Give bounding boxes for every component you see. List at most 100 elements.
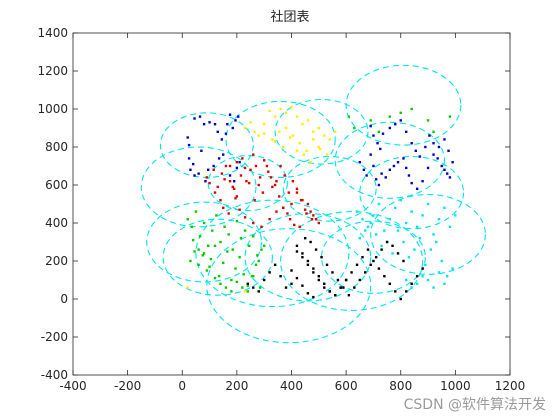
point-3-39 <box>202 252 206 255</box>
point-3-56 <box>399 111 402 114</box>
point-0-73 <box>447 149 450 152</box>
point-0-43 <box>428 134 431 137</box>
point-0-59 <box>384 176 387 179</box>
community-circle-14 <box>244 212 372 302</box>
point-1-17 <box>271 185 274 189</box>
point-3-19 <box>189 259 192 263</box>
point-3-42 <box>219 282 222 285</box>
point-0-6 <box>220 138 224 141</box>
point-0-58 <box>380 172 383 175</box>
point-2-35 <box>186 286 189 289</box>
point-5-63 <box>295 276 299 280</box>
point-4-38 <box>410 286 413 289</box>
point-3-34 <box>250 275 254 278</box>
point-4-39 <box>415 282 419 285</box>
point-1-56 <box>234 197 237 200</box>
point-3-4 <box>202 221 206 225</box>
point-5-9 <box>295 250 299 253</box>
point-5-1 <box>252 286 255 289</box>
point-5-22 <box>312 267 315 270</box>
point-1-21 <box>287 191 290 194</box>
point-5-66 <box>312 295 315 299</box>
point-5-46 <box>320 256 323 259</box>
point-3-50 <box>262 244 266 247</box>
point-5-54 <box>364 271 367 274</box>
point-5-61 <box>402 259 405 263</box>
point-3-46 <box>241 286 244 289</box>
point-0-69 <box>426 166 430 170</box>
point-4-7 <box>394 206 397 209</box>
point-3-36 <box>258 286 262 289</box>
point-1-33 <box>223 178 226 181</box>
community-circle-9 <box>370 193 486 275</box>
point-3-18 <box>260 248 263 251</box>
point-5-27 <box>339 286 342 289</box>
y-tick-label-6: 800 <box>45 140 68 154</box>
point-3-37 <box>191 238 195 242</box>
point-1-31 <box>213 191 217 194</box>
point-1-27 <box>309 210 312 213</box>
point-1-20 <box>283 174 286 177</box>
point-3-2 <box>194 210 198 213</box>
y-tick-label-9: 1400 <box>37 26 68 40</box>
point-3-30 <box>234 267 237 270</box>
point-4-8 <box>399 199 402 202</box>
point-2-31 <box>298 142 301 145</box>
point-2-0 <box>243 126 247 130</box>
point-2-19 <box>282 145 285 149</box>
point-5-37 <box>394 290 397 293</box>
point-0-45 <box>436 157 439 160</box>
point-1-9 <box>239 174 243 177</box>
point-0-5 <box>216 130 219 133</box>
point-1-63 <box>282 206 285 209</box>
point-0-53 <box>365 174 368 177</box>
point-3-27 <box>222 261 225 265</box>
point-5-64 <box>301 284 304 287</box>
point-3-28 <box>226 250 229 253</box>
point-0-71 <box>437 145 441 149</box>
point-2-1 <box>249 121 252 124</box>
point-0-25 <box>222 153 225 156</box>
point-2-18 <box>273 140 277 143</box>
point-5-53 <box>358 278 361 282</box>
point-4-0 <box>355 210 359 213</box>
point-0-28 <box>235 166 239 170</box>
point-3-16 <box>252 235 255 238</box>
point-0-47 <box>443 168 446 171</box>
point-4-12 <box>421 214 424 217</box>
point-5-0 <box>246 282 249 285</box>
point-2-14 <box>317 126 321 130</box>
point-5-28 <box>344 278 348 282</box>
point-3-44 <box>230 290 233 293</box>
point-4-34 <box>440 259 443 263</box>
point-1-38 <box>245 180 248 183</box>
point-5-33 <box>372 259 375 263</box>
point-1-10 <box>243 166 247 170</box>
point-3-45 <box>235 280 239 284</box>
point-0-61 <box>392 164 396 168</box>
point-4-44 <box>443 282 446 285</box>
point-3-41 <box>213 276 217 280</box>
point-0-65 <box>407 174 411 177</box>
point-4-14 <box>432 233 435 236</box>
point-5-19 <box>295 244 299 247</box>
point-2-36 <box>243 290 247 293</box>
point-3-49 <box>257 259 260 263</box>
point-5-60 <box>396 252 400 255</box>
point-3-5 <box>206 244 210 247</box>
point-0-44 <box>432 142 435 145</box>
point-3-40 <box>208 265 211 268</box>
point-3-22 <box>201 254 204 257</box>
point-0-67 <box>415 187 419 190</box>
point-3-21 <box>197 263 200 266</box>
point-2-27 <box>271 138 274 141</box>
point-1-13 <box>254 164 258 168</box>
point-3-23 <box>205 269 209 272</box>
point-5-11 <box>306 263 310 266</box>
point-1-1 <box>208 181 211 185</box>
point-5-30 <box>355 263 359 266</box>
point-3-38 <box>197 248 200 251</box>
community-circle-7 <box>334 121 446 199</box>
point-4-17 <box>448 225 452 228</box>
